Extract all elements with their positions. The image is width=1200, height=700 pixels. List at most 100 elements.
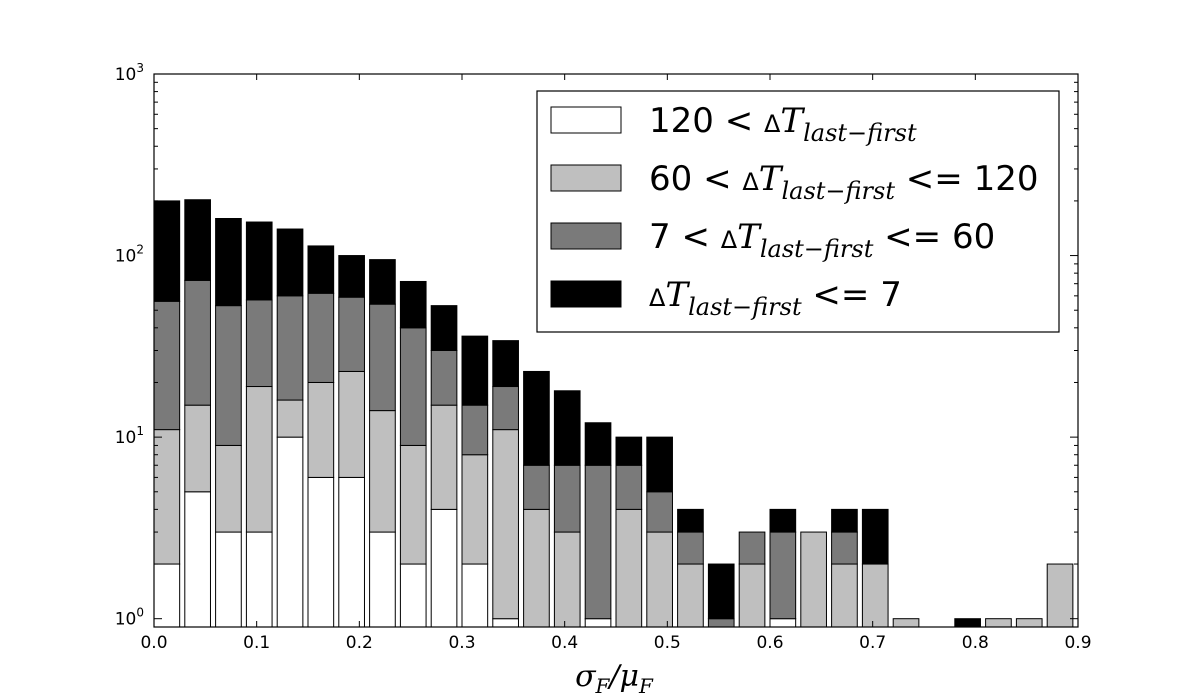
- bar-segment-series1-bin5: [307, 381, 335, 478]
- bar-segment-series1-bin21: [800, 531, 827, 628]
- x-tick-label-4: 0.4: [551, 633, 578, 653]
- x-tick-label-5: 0.5: [654, 633, 681, 653]
- legend: 120 < ΔTlast−first 60 < ΔTlast−first <= 1…: [536, 90, 1060, 333]
- legend-swatch-2: [550, 222, 622, 250]
- bar-segment-series2-bin20: [769, 531, 797, 620]
- bar-segment-series3-bin2: [215, 218, 242, 307]
- legend-box: [536, 90, 1060, 333]
- x-tick-label-0: 0.0: [140, 633, 167, 653]
- bar-segment-series2-bin0: [153, 300, 181, 431]
- bar-segment-series1-bin29: [1046, 563, 1074, 628]
- legend-label-0: 120 < ΔTlast−first: [649, 101, 917, 147]
- bar-segment-series3-bin9: [430, 305, 458, 352]
- bar-segment-series2-bin8: [399, 327, 427, 446]
- bar-segment-series3-bin11: [492, 340, 519, 388]
- bar-segment-series0-bin10: [461, 563, 489, 628]
- ticks-layer: 0.0 0.1 0.2 0.3 0.4 0.5 0.6 0.7 0.8 0.9 100 101 102 1…: [115, 61, 1092, 653]
- bar-segment-series2-bin17: [677, 531, 704, 565]
- bar-segment-series3-bin5: [307, 245, 335, 294]
- bar-segment-series1-bin13: [553, 531, 581, 628]
- bars-layer: [153, 199, 1074, 628]
- x-tick-label-9: 0.9: [1064, 633, 1091, 653]
- bar-segment-series1-bin16: [646, 531, 673, 628]
- x-tick-label-8: 0.8: [962, 633, 989, 653]
- bar-segment-series1-bin11: [492, 429, 519, 620]
- x-axis-label: σF/μF: [575, 659, 654, 696]
- bar-segment-series3-bin7: [369, 259, 396, 305]
- bar-segment-series1-bin15: [615, 508, 643, 628]
- bar-segment-series1-bin22: [831, 563, 858, 628]
- bar-segment-series1-bin0: [153, 429, 181, 565]
- bar-segment-series2-bin16: [646, 491, 673, 533]
- bar-segment-series3-bin13: [553, 390, 581, 466]
- bar-segment-series0-bin2: [215, 531, 242, 628]
- bar-segment-series2-bin13: [553, 464, 581, 533]
- legend-swatch-3: [550, 280, 622, 308]
- bar-segment-series3-bin15: [615, 436, 643, 466]
- bar-segment-series0-bin6: [338, 476, 365, 628]
- y-tick-label-3: 103: [115, 61, 144, 85]
- bar-segment-series1-bin23: [861, 563, 889, 628]
- bar-segment-series0-bin9: [430, 508, 458, 628]
- bar-segment-series3-bin14: [584, 422, 612, 466]
- legend-label-3: ΔTlast−first <= 7: [649, 275, 902, 321]
- x-tick-label-7: 0.7: [859, 633, 886, 653]
- bar-segment-series0-bin1: [184, 491, 211, 628]
- bar-segment-series1-bin19: [738, 563, 766, 628]
- bar-segment-series3-bin22: [831, 508, 858, 533]
- bar-segment-series3-bin16: [646, 436, 673, 493]
- bar-segment-series0-bin14: [584, 618, 612, 628]
- bar-segment-series0-bin4: [276, 436, 304, 628]
- bar-segment-series3-bin20: [769, 508, 797, 533]
- bar-segment-series2-bin5: [307, 292, 335, 383]
- bar-segment-series0-bin7: [369, 531, 396, 628]
- bar-segment-series0-bin3: [245, 531, 273, 628]
- bar-segment-series3-bin17: [677, 508, 704, 533]
- bar-segment-series1-bin2: [215, 444, 242, 533]
- bar-segment-series3-bin23: [861, 508, 889, 565]
- bar-segment-series3-bin18: [707, 563, 735, 620]
- bar-segment-series2-bin3: [245, 299, 273, 388]
- legend-swatch-0: [550, 106, 622, 134]
- x-tick-label-6: 0.6: [756, 633, 783, 653]
- bar-segment-series2-bin1: [184, 279, 211, 406]
- bar-segment-series2-bin10: [461, 404, 489, 456]
- bar-segment-series1-bin8: [399, 444, 427, 565]
- bar-segment-series2-bin11: [492, 386, 519, 431]
- bar-segment-series1-bin10: [461, 454, 489, 565]
- bar-segment-series2-bin2: [215, 305, 242, 446]
- bar-segment-series1-bin4: [276, 399, 304, 438]
- bar-segment-series3-bin26: [954, 618, 981, 628]
- bar-segment-series1-bin1: [184, 404, 211, 493]
- bar-segment-series3-bin12: [523, 370, 550, 466]
- x-tick-label-3: 0.3: [448, 633, 475, 653]
- bar-segment-series0-bin8: [399, 563, 427, 628]
- bar-segment-series3-bin3: [245, 221, 273, 301]
- bar-segment-series3-bin1: [184, 199, 211, 281]
- bar-segment-series1-bin12: [523, 508, 550, 628]
- x-tick-label-2: 0.2: [346, 633, 373, 653]
- y-tick-label-1: 101: [115, 424, 144, 448]
- legend-swatch-1: [550, 164, 622, 192]
- legend-label-1: 60 < ΔTlast−first <= 120: [649, 159, 1038, 205]
- bar-segment-series1-bin27: [985, 618, 1012, 628]
- bar-segment-series3-bin8: [399, 280, 427, 329]
- bar-segment-series1-bin24: [892, 618, 920, 628]
- bar-segment-series3-bin0: [153, 200, 181, 302]
- bar-segment-series2-bin9: [430, 350, 458, 406]
- bar-segment-series3-bin10: [461, 335, 489, 406]
- bar-segment-series1-bin17: [677, 563, 704, 628]
- bar-segment-series1-bin3: [245, 386, 273, 533]
- bar-segment-series2-bin6: [338, 296, 365, 372]
- x-tick-label-1: 0.1: [243, 633, 270, 653]
- bar-segment-series2-bin18: [707, 618, 735, 628]
- y-tick-label-2: 102: [115, 243, 144, 267]
- bar-segment-series0-bin5: [307, 476, 335, 628]
- bar-segment-series3-bin6: [338, 255, 365, 298]
- bar-segment-series1-bin28: [1015, 618, 1043, 628]
- legend-label-2: 7 < ΔTlast−first <= 60: [649, 217, 995, 263]
- bar-segment-series3-bin4: [276, 228, 304, 297]
- bar-segment-series2-bin7: [369, 303, 396, 412]
